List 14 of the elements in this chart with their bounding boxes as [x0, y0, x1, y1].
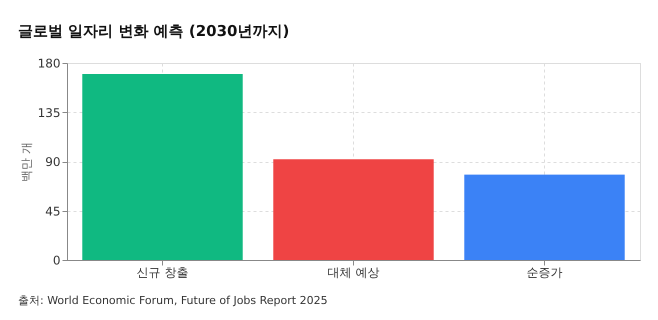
chart-title: 글로벌 일자리 변화 예측 (2030년까지) — [18, 22, 290, 40]
source-note: 출처: World Economic Forum, Future of Jobs Report 2025 — [18, 293, 328, 308]
y-tick-label: 180 — [38, 56, 60, 70]
x-tick-label: 대체 예상 — [328, 266, 380, 280]
y-tick-label: 0 — [52, 254, 60, 268]
bar — [273, 159, 434, 260]
x-tick-label: 순증가 — [526, 266, 562, 280]
y-tick-label: 135 — [38, 106, 60, 120]
y-axis-title: 백만 개 — [20, 142, 34, 182]
y-tick-label: 45 — [45, 204, 60, 218]
bar — [82, 74, 243, 260]
y-tick-label: 90 — [45, 155, 60, 169]
bar — [464, 174, 625, 260]
x-tick-label: 신규 창출 — [136, 266, 188, 280]
